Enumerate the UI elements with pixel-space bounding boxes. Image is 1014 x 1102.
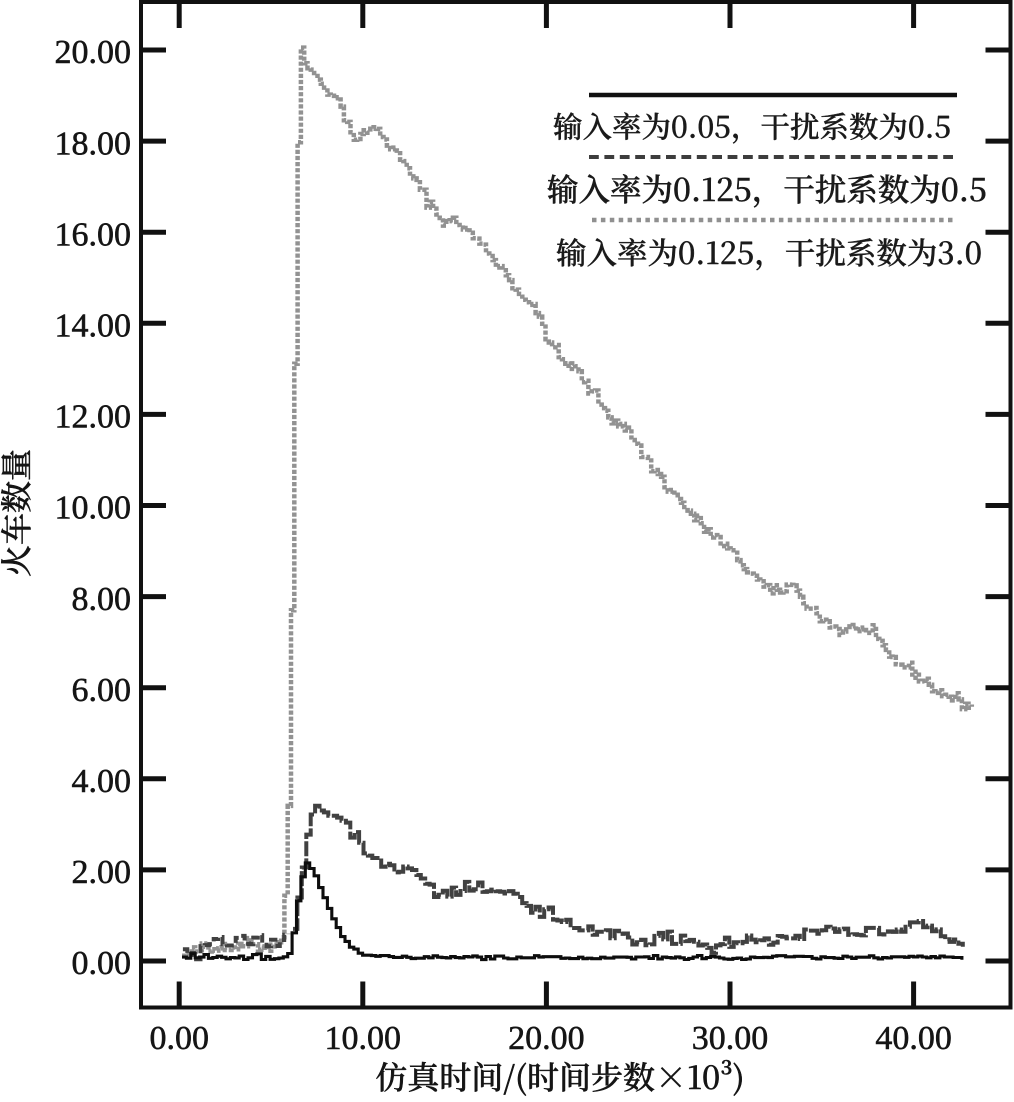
svg-text:20.00: 20.00	[55, 34, 132, 71]
svg-text:18.00: 18.00	[55, 125, 132, 162]
svg-text:10.00: 10.00	[55, 490, 132, 527]
svg-text:14.00: 14.00	[55, 308, 132, 345]
svg-text:40.00: 40.00	[875, 1020, 952, 1057]
svg-text:0.00: 0.00	[72, 945, 132, 982]
svg-text:10.00: 10.00	[325, 1020, 402, 1057]
svg-text:30.00: 30.00	[692, 1020, 769, 1057]
svg-text:0.00: 0.00	[149, 1020, 209, 1057]
svg-text:4.00: 4.00	[72, 763, 132, 800]
svg-text:2.00: 2.00	[72, 854, 132, 891]
svg-text:6.00: 6.00	[72, 672, 132, 709]
svg-text:16.00: 16.00	[55, 216, 132, 253]
svg-text:20.00: 20.00	[508, 1020, 585, 1057]
svg-text:12.00: 12.00	[55, 399, 132, 436]
svg-text:8.00: 8.00	[72, 581, 132, 618]
